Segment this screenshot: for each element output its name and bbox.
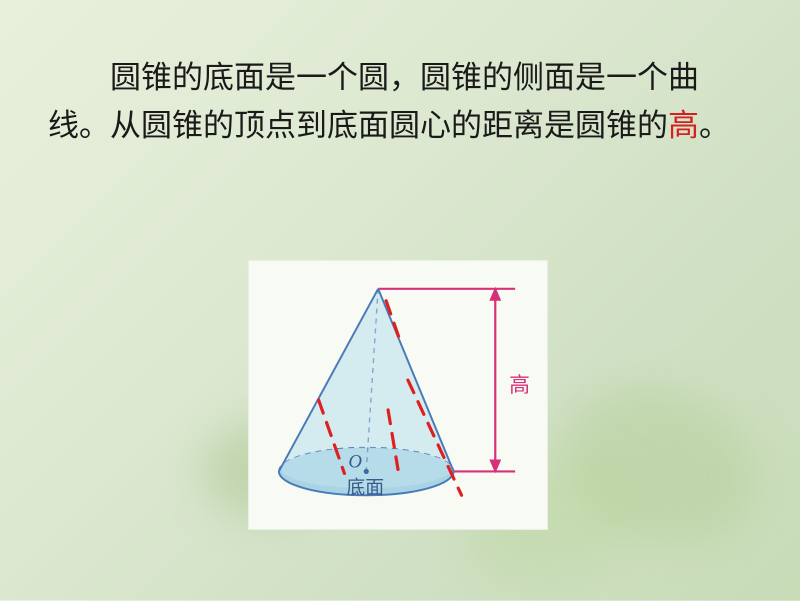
base-label: 底面 <box>346 476 384 498</box>
paragraph-seg1: 圆锥的底面是一个圆，圆锥的侧面是一个曲线。从圆锥的顶点到底面圆心的距离是圆锥的 <box>48 60 699 143</box>
height-label: 高 <box>509 373 530 397</box>
cone-diagram: 高 O 底面 <box>248 260 548 530</box>
cone-surface <box>279 289 454 472</box>
main-paragraph: 圆锥的底面是一个圆，圆锥的侧面是一个曲线。从圆锥的顶点到底面圆心的距离是圆锥的高… <box>48 54 752 150</box>
cone-svg: 高 O 底面 <box>249 261 547 529</box>
base-center-dot <box>364 469 369 474</box>
paragraph-seg2: 。 <box>699 108 730 143</box>
paragraph-highlight: 高 <box>668 108 699 143</box>
base-center-label: O <box>348 451 362 472</box>
